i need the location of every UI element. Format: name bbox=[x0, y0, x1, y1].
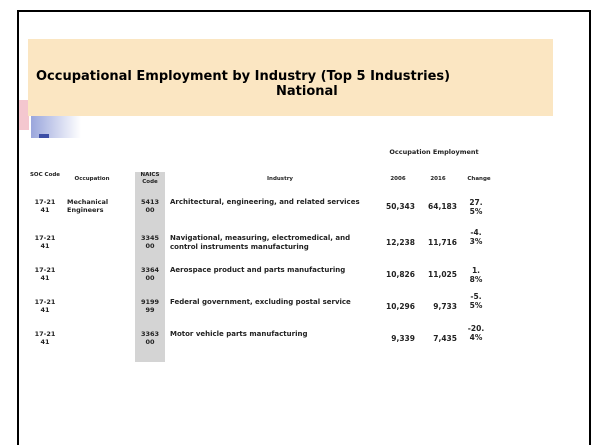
decoration bbox=[39, 134, 49, 138]
table-cell: 7,435 bbox=[433, 334, 457, 343]
table-cell: 919999 bbox=[140, 298, 160, 314]
table-cell: Navigational, measuring, electromedical,… bbox=[170, 234, 351, 251]
table-cell: 9,339 bbox=[391, 334, 415, 343]
title-box: Occupational Employment by Industry (Top… bbox=[28, 39, 553, 116]
slide: Occupational Employment by Industry (Top… bbox=[17, 10, 591, 445]
table-cell: 12,238 bbox=[386, 238, 415, 247]
table-cell: 10,826 bbox=[386, 270, 415, 279]
decoration bbox=[19, 100, 29, 130]
decoration bbox=[31, 116, 81, 138]
table-cell: -4.3% bbox=[469, 228, 483, 246]
naics-column-shade bbox=[135, 172, 165, 362]
slide-subtitle: National bbox=[276, 84, 338, 99]
column-header: SOC Code bbox=[29, 172, 61, 178]
column-header: NAICS Code bbox=[140, 172, 160, 185]
group-header: Occupation Employment bbox=[389, 148, 479, 156]
table-cell: Motor vehicle parts manufacturing bbox=[170, 330, 308, 338]
table-cell: Aerospace product and parts manufacturin… bbox=[170, 266, 346, 274]
table-cell: 17-2141 bbox=[34, 266, 56, 282]
table-cell: 541300 bbox=[140, 198, 160, 214]
table-cell: 17-2141 bbox=[34, 298, 56, 314]
table-cell: 17-2141 bbox=[34, 330, 56, 346]
table-cell: 27.5% bbox=[469, 198, 483, 216]
table-cell: 334500 bbox=[140, 234, 160, 250]
table-cell: 336300 bbox=[140, 330, 160, 346]
table-cell: 64,183 bbox=[428, 202, 457, 211]
table-cell: 11,716 bbox=[428, 238, 457, 247]
table-cell: -20.4% bbox=[467, 324, 485, 342]
table-cell: 1.8% bbox=[469, 266, 483, 284]
table-cell: 17-2141 bbox=[34, 234, 56, 250]
table-cell: Mechanical Engineers bbox=[67, 198, 109, 214]
column-header: 2006 bbox=[390, 176, 406, 182]
table-cell: 17-2141 bbox=[34, 198, 56, 214]
column-header: 2016 bbox=[430, 176, 446, 182]
table-cell: 11,025 bbox=[428, 270, 457, 279]
table-cell: Federal government, excluding postal ser… bbox=[170, 298, 351, 306]
title-block: Occupational Employment by Industry (Top… bbox=[36, 69, 456, 99]
column-header: Industry bbox=[266, 176, 293, 182]
table-cell: 336400 bbox=[140, 266, 160, 282]
table-cell: -5.5% bbox=[469, 292, 483, 310]
table-cell: 9,733 bbox=[433, 302, 457, 311]
table-cell: Architectural, engineering, and related … bbox=[170, 198, 360, 206]
column-header: Change bbox=[467, 176, 491, 182]
table-cell: 10,296 bbox=[386, 302, 415, 311]
table-cell: 50,343 bbox=[386, 202, 415, 211]
column-header: Occupation bbox=[74, 176, 110, 182]
slide-title: Occupational Employment by Industry (Top… bbox=[36, 69, 451, 84]
